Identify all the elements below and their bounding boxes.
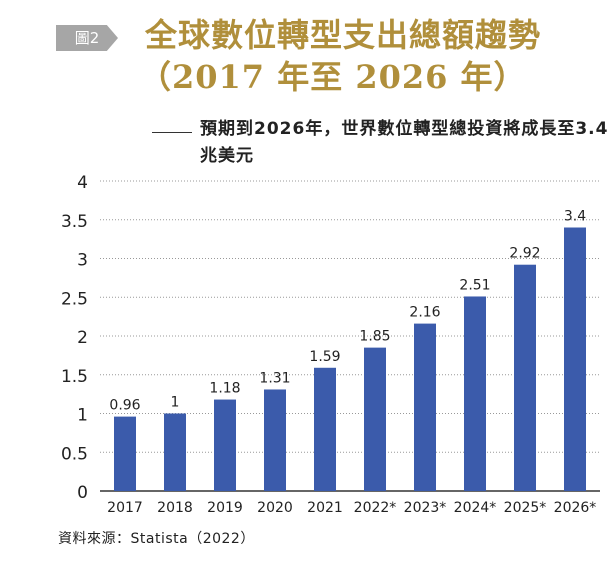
data-label: 1 bbox=[171, 395, 180, 411]
y-tick-label: 1 bbox=[77, 406, 88, 426]
x-tick-label: 2020 bbox=[257, 500, 293, 516]
bar bbox=[314, 367, 336, 491]
x-tick-label: 2023* bbox=[404, 500, 447, 516]
data-label: 1.18 bbox=[209, 381, 240, 397]
bar bbox=[364, 347, 386, 491]
data-label: 1.31 bbox=[259, 370, 290, 386]
bar bbox=[264, 389, 286, 491]
bar bbox=[464, 296, 486, 491]
y-tick-label: 2.5 bbox=[61, 289, 88, 309]
y-tick-label: 1.5 bbox=[61, 367, 88, 387]
title-line-2: （2017 年至 2026 年） bbox=[139, 58, 527, 96]
subtitle-dash bbox=[152, 132, 192, 133]
data-label: 1.85 bbox=[359, 329, 390, 345]
bar bbox=[214, 399, 236, 491]
bar bbox=[114, 416, 136, 491]
y-tick-label: 3 bbox=[77, 251, 88, 271]
y-tick-label: 4 bbox=[77, 173, 88, 193]
x-tick-label: 2021 bbox=[307, 500, 343, 516]
y-tick-label: 2 bbox=[77, 328, 88, 348]
bar bbox=[564, 227, 586, 491]
bar bbox=[414, 323, 436, 491]
y-tick-label: 0.5 bbox=[61, 444, 88, 464]
x-tick-label: 2024* bbox=[454, 500, 497, 516]
data-label: 2.16 bbox=[409, 305, 440, 321]
y-tick-label: 0 bbox=[77, 483, 88, 503]
x-tick-label: 2022* bbox=[354, 500, 397, 516]
bar bbox=[514, 264, 536, 491]
chart-subtitle: 預期到2026年，世界數位轉型總投資將成長至3.4兆美元 bbox=[200, 119, 609, 166]
x-tick-label: 2025* bbox=[504, 500, 547, 516]
source-note: 資料來源：Statista（2022） bbox=[58, 531, 255, 547]
figure-badge: 圖2 bbox=[56, 25, 118, 51]
x-tick-label: 2017 bbox=[107, 500, 143, 516]
y-tick-label: 3.5 bbox=[61, 212, 88, 232]
x-tick-label: 2019 bbox=[207, 500, 243, 516]
x-tick-label: 2018 bbox=[157, 500, 193, 516]
data-label: 2.92 bbox=[509, 246, 540, 262]
bar bbox=[164, 413, 186, 491]
data-label: 3.4 bbox=[564, 209, 586, 225]
chart-title: 全球數位轉型支出總額趨勢 （2017 年至 2026 年） bbox=[139, 14, 542, 98]
data-label: 1.59 bbox=[309, 349, 340, 365]
data-label: 2.51 bbox=[459, 277, 490, 293]
title-line-1: 全球數位轉型支出總額趨勢 bbox=[145, 16, 542, 54]
data-label: 0.96 bbox=[109, 398, 140, 414]
x-tick-label: 2026* bbox=[554, 500, 597, 516]
